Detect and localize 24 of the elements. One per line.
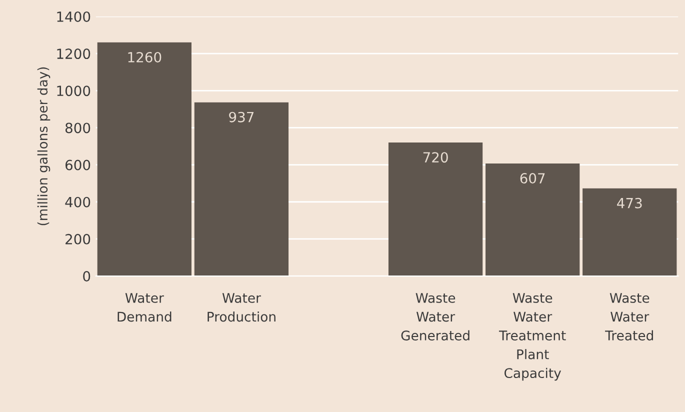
x-tick-label: Waste Water Treated (605, 293, 653, 340)
y-tick-label: 1000 (57, 86, 90, 96)
y-tick-label: 600 (66, 160, 90, 170)
data-label: 1260 (128, 52, 162, 62)
bar (582, 188, 677, 276)
data-label: 607 (520, 173, 545, 184)
bar (486, 164, 580, 276)
y-tick-label: 800 (65, 122, 90, 134)
y-tick-label: 200 (66, 234, 90, 244)
x-tick-label: Waste Water Generated (401, 293, 470, 340)
bar (194, 102, 289, 276)
x-tick-label: Water Demand (118, 293, 172, 322)
y-axis-title: (million gallons per day) (37, 67, 50, 226)
y-tick-label: 1200 (57, 48, 90, 60)
x-tick-label: Waste Water Treatment Plant Capacity (498, 293, 566, 381)
x-tick-label: Water Production (208, 293, 276, 322)
y-tick-label: 0 (83, 271, 90, 282)
data-label: 937 (229, 112, 254, 122)
data-label: 720 (423, 152, 448, 163)
y-tick-label: 1400 (57, 11, 90, 22)
y-tick-label: 400 (65, 196, 90, 208)
bar (97, 42, 192, 276)
bar (388, 142, 483, 276)
data-label: 473 (617, 198, 642, 208)
